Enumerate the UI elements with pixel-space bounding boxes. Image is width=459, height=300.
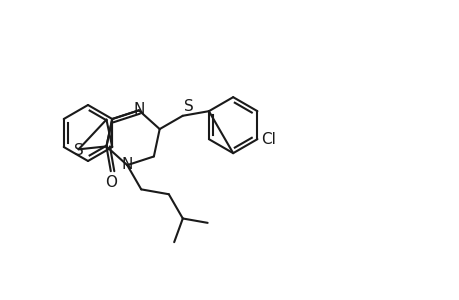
Text: N: N bbox=[133, 102, 144, 117]
Text: O: O bbox=[105, 175, 117, 190]
Text: N: N bbox=[121, 157, 133, 172]
Text: S: S bbox=[183, 99, 193, 114]
Text: S: S bbox=[73, 143, 83, 158]
Text: Cl: Cl bbox=[261, 132, 276, 147]
